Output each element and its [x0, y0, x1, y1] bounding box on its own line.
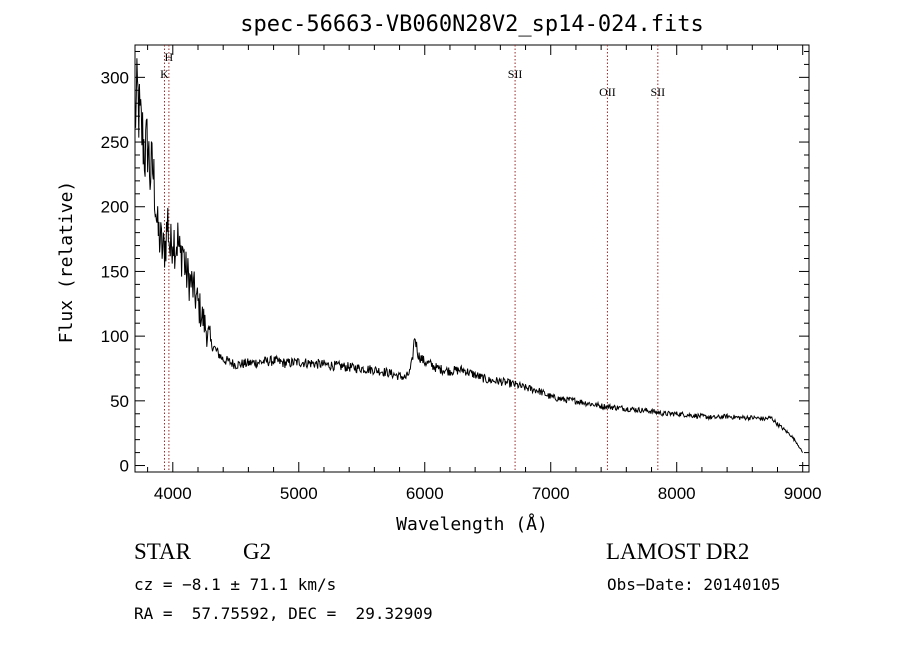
x-tick-label: 7000 [532, 484, 570, 503]
object-subclass: G2 [243, 539, 272, 564]
spectrum-line [134, 58, 804, 453]
line-marker-label-3: OII [599, 85, 616, 99]
line-marker-label-1: H [165, 50, 174, 64]
line-marker-label-2: SII [508, 67, 523, 81]
x-tick-label: 4000 [154, 484, 192, 503]
y-tick-label: 50 [110, 392, 129, 411]
x-axis-ticks: 4000 5000 6000 7000 8000 9000 [147, 45, 822, 503]
line-marker-label-0: K [160, 67, 169, 81]
x-axis-label: Wavelength (Å) [396, 513, 548, 535]
x-tick-label: 8000 [658, 484, 696, 503]
y-tick-label: 300 [101, 68, 129, 87]
y-tick-label: 100 [101, 327, 129, 346]
y-axis-ticks: 0 50 100 150 200 250 300 [101, 50, 809, 476]
x-tick-label: 5000 [280, 484, 318, 503]
line-marker-label-4: SII [650, 85, 665, 99]
y-tick-label: 150 [101, 262, 129, 281]
x-tick-label: 9000 [784, 484, 822, 503]
line-markers: KH SII OII SII [160, 45, 665, 472]
y-axis-label: Flux (relative) [56, 181, 77, 344]
obs-date: Obs−Date: 20140105 [607, 575, 781, 594]
spectrum-chart: spec-56663-VB060N28V2_sp14-024.fits KH SI… [56, 12, 822, 535]
x-tick-label: 6000 [406, 484, 444, 503]
y-tick-label: 200 [101, 198, 129, 217]
y-tick-label: 0 [120, 457, 129, 476]
survey-name: LAMOST DR2 [606, 539, 750, 564]
y-tick-label: 250 [101, 133, 129, 152]
velocity-readout: cz = −8.1 ± 71.1 km/s [134, 575, 337, 594]
chart-title: spec-56663-VB060N28V2_sp14-024.fits [240, 12, 704, 37]
plot-frame [134, 44, 810, 473]
object-class: STAR [134, 539, 191, 564]
coordinates: RA = 57.75592, DEC = 29.32909 [134, 604, 433, 623]
